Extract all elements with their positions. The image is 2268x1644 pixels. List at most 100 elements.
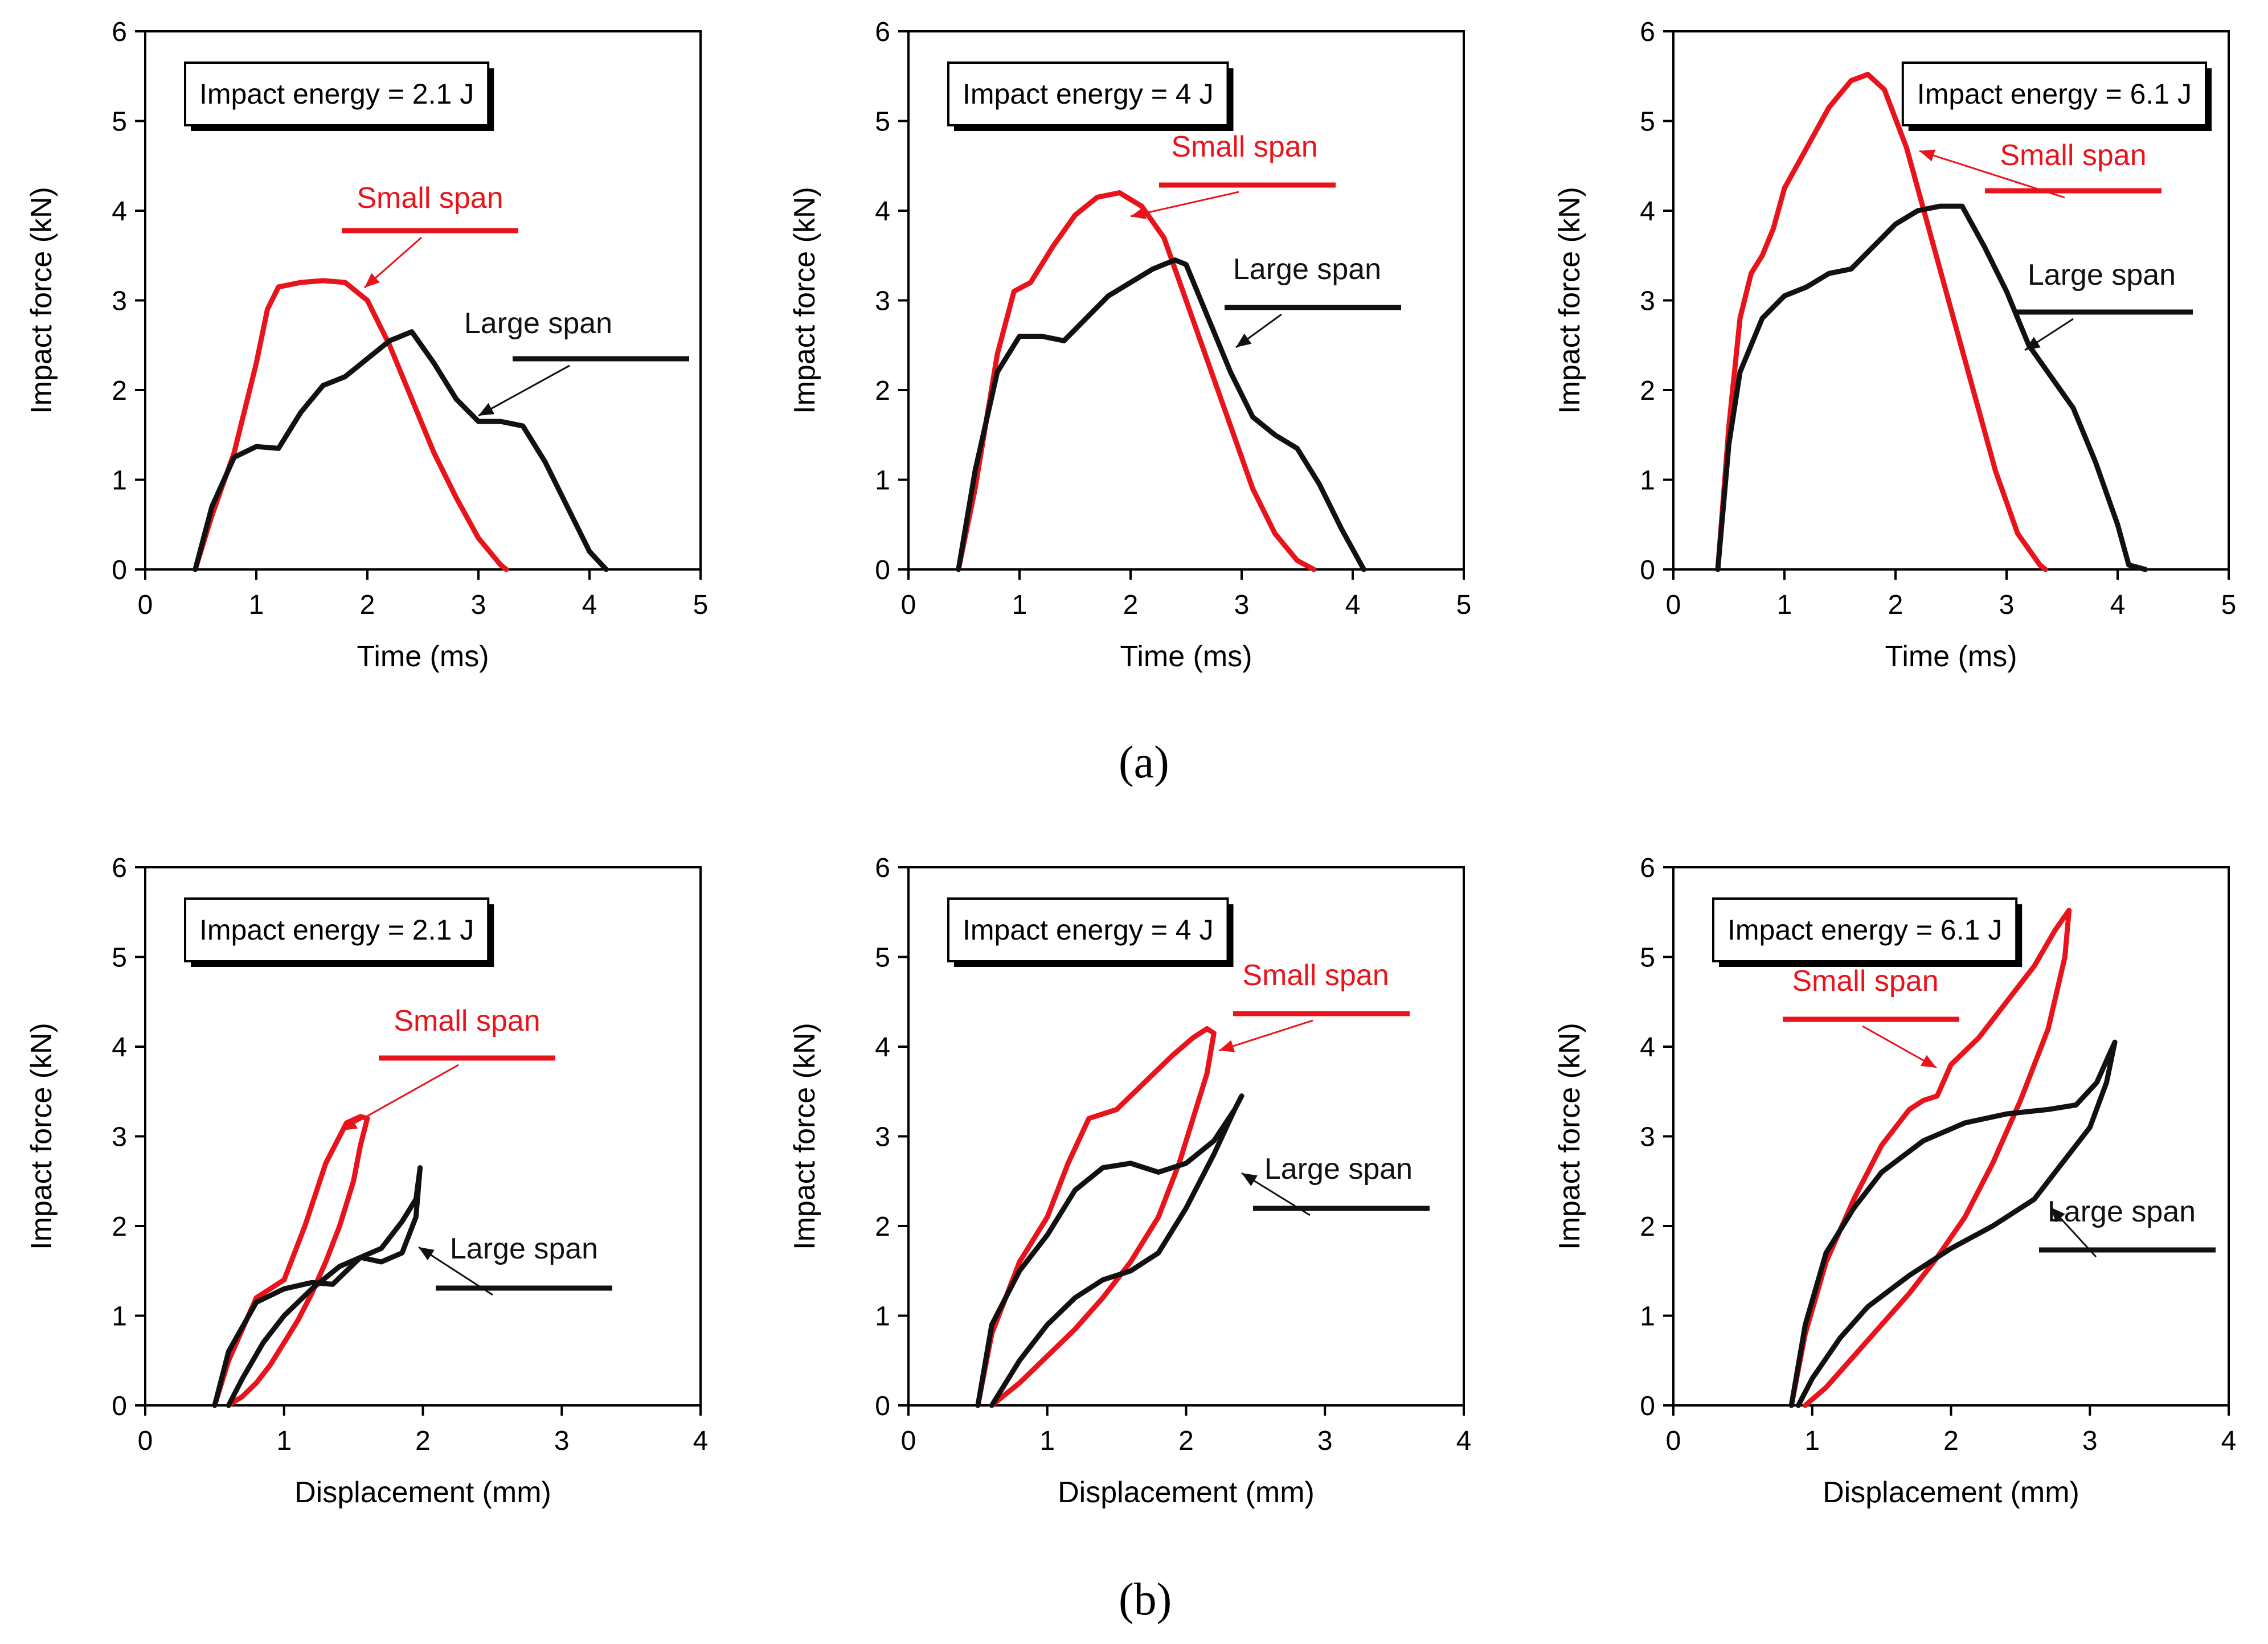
panel-4-small-span-arrow-head	[342, 1117, 358, 1130]
panel-6-energy-label: Impact energy = 6.1 J	[1727, 914, 2002, 946]
panel-4-xtick-label: 3	[554, 1426, 570, 1456]
panel-3-large-span-label: Large span	[2028, 259, 2176, 292]
panel-5-ytick-label: 0	[875, 1391, 890, 1421]
panel-4-ytick-label: 3	[112, 1122, 127, 1153]
panel-2-y-axis-title: Impact force (kN)	[788, 187, 821, 414]
panel-3-large-span-arrow-head	[2025, 337, 2041, 350]
panel-1-energy-box	[184, 62, 490, 126]
panel-1-ytick-label: 0	[112, 555, 127, 585]
panel-1-xtick-label: 0	[138, 590, 153, 620]
panel-3-xtick-label: 1	[1777, 590, 1792, 620]
panel-5-energy-box	[947, 897, 1229, 962]
panel-6-ytick-label: 6	[1640, 853, 1655, 883]
panel-1-xtick-label: 5	[693, 590, 709, 620]
panel-5-ytick-label: 4	[875, 1032, 890, 1063]
panel-5-energy-label: Impact energy = 4 J	[963, 914, 1214, 946]
panel-6-x-axis-title: Displacement (mm)	[1823, 1476, 2079, 1509]
panel-1-ytick-label: 2	[112, 376, 127, 406]
panel-2-xtick-label: 5	[1456, 590, 1472, 620]
panel-2-ytick-label: 5	[875, 107, 890, 137]
panel-1-xtick-label: 3	[471, 590, 486, 620]
panel-5-large-span-label: Large span	[1264, 1153, 1413, 1186]
panel-6-xtick-label: 3	[2082, 1426, 2098, 1456]
panel-1-ytick-label: 1	[112, 466, 127, 496]
panel-6-ytick-label: 2	[1640, 1212, 1655, 1242]
panel-2-ytick-label: 6	[875, 17, 890, 47]
panel-2-small-span-arrow-head	[1131, 207, 1147, 219]
panel-6-large-span-label: Large span	[2048, 1195, 2196, 1228]
panel-6-small-span-label: Small span	[1792, 965, 1938, 998]
panel-5-ytick-label: 3	[875, 1122, 890, 1153]
panel-6: 0 1 2 3 4 5 6 0 1 2 3 4 Displacement (mm) Impact forc…	[1553, 853, 2236, 1509]
panel-6-large-span-arrow-head	[2050, 1207, 2065, 1223]
panel-2-ytick-label: 1	[875, 466, 890, 496]
panel-1-xtick-label: 1	[249, 590, 264, 620]
panel-3-x-axis-title: Time (ms)	[1885, 640, 2017, 673]
panel-2-series-small-span-line	[956, 190, 1317, 572]
panel-3-xtick-label: 0	[1666, 590, 1681, 620]
panel-2-xtick-label: 0	[901, 590, 916, 620]
panel-6-xtick-label: 4	[2221, 1426, 2237, 1456]
panel-6-xtick-label: 2	[1943, 1426, 1959, 1456]
panel-4-large-span-label: Large span	[450, 1232, 598, 1265]
panel-4-energy-box	[184, 897, 490, 962]
panel-2-xtick-label: 3	[1234, 590, 1250, 620]
panel-1-xtick-label: 2	[360, 590, 375, 620]
panel-6-y-axis-title: Impact force (kN)	[1553, 1023, 1586, 1250]
panel-2-xtick-label: 4	[1345, 590, 1361, 620]
panel-3-series-small-span-line	[1715, 72, 2048, 572]
panel-4-x-axis-title: Displacement (mm)	[294, 1476, 551, 1509]
panel-3-small-span-arrow-head	[1919, 149, 1936, 162]
panel-1-small-span-arrow-head	[365, 273, 380, 288]
panel-2-ytick-label: 0	[875, 555, 890, 585]
panel-1: 0 1 2 3 4 5 6 0 1 2 3 4 5 Time (ms) Impact force (kN) I…	[25, 17, 708, 673]
panel-5-xtick-label: 2	[1178, 1426, 1194, 1456]
panel-5-ytick-label: 2	[875, 1212, 890, 1242]
panel-4-energy-label: Impact energy = 2.1 J	[199, 914, 474, 946]
panel-6-energy-box	[1712, 897, 2018, 962]
panel-5-x-axis-title: Displacement (mm)	[1058, 1476, 1315, 1509]
panel-5-ytick-label: 6	[875, 853, 890, 883]
panel-5-large-span-arrow-head	[1242, 1173, 1258, 1186]
panel-6-series-small-span-line	[1788, 908, 2072, 1408]
panel-4-ytick-label: 4	[112, 1032, 127, 1063]
caption-a: (a)	[1119, 737, 1169, 788]
panel-4-series-large-span-line	[212, 1165, 423, 1408]
panel-6-ytick-label: 1	[1640, 1302, 1655, 1332]
panel-4: 0 1 2 3 4 5 6 0 1 2 3 4 Displacement (mm) Impact forc…	[25, 853, 708, 1509]
panel-3-energy-box	[1901, 62, 2207, 126]
panel-1-ytick-label: 6	[112, 17, 127, 47]
panel-1-energy-label: Impact energy = 2.1 J	[199, 78, 474, 110]
panel-6-ytick-label: 3	[1640, 1122, 1655, 1153]
panel-3-ytick-label: 4	[1640, 196, 1655, 227]
panel-3-ytick-label: 6	[1640, 17, 1655, 47]
panel-4-xtick-label: 0	[138, 1426, 153, 1456]
panel-5-y-axis-title: Impact force (kN)	[788, 1023, 821, 1250]
panel-2-energy-label: Impact energy = 4 J	[963, 78, 1214, 110]
panel-1-ytick-label: 3	[112, 286, 127, 317]
panel-3-xtick-label: 5	[2221, 590, 2237, 620]
panel-4-xtick-label: 2	[415, 1426, 431, 1456]
panel-6-xtick-label: 1	[1804, 1426, 1820, 1456]
panel-3-y-axis-title: Impact force (kN)	[1553, 187, 1586, 414]
panel-3-small-span-arrow-line	[1919, 150, 2065, 199]
panel-3-ytick-label: 2	[1640, 376, 1655, 406]
panel-1-x-axis-title: Time (ms)	[357, 640, 489, 673]
panel-1-xtick-label: 4	[582, 590, 597, 620]
panel-4-ytick-label: 2	[112, 1212, 127, 1242]
panel-6-ytick-label: 5	[1640, 943, 1655, 973]
panel-5-ytick-label: 5	[875, 943, 890, 973]
panel-4-small-span-label: Small span	[394, 1005, 540, 1038]
panel-1-ytick-label: 5	[112, 107, 127, 137]
panel-4-large-span-arrow-head	[419, 1247, 435, 1261]
panel-4-ytick-label: 6	[112, 853, 127, 883]
panel-2-x-axis-title: Time (ms)	[1120, 640, 1252, 673]
panel-6-xtick-label: 0	[1666, 1426, 1681, 1456]
panel-5-small-span-arrow-head	[1219, 1040, 1235, 1052]
panel-5-small-span-label: Small span	[1242, 959, 1389, 992]
panel-5-series-small-span-line	[975, 1026, 1217, 1408]
panel-3-ytick-label: 3	[1640, 286, 1655, 317]
panel-3: 0 1 2 3 4 5 6 0 1 2 3 4 5 Time (ms) Impact force (kN) I…	[1553, 17, 2236, 673]
panel-5-xtick-label: 1	[1039, 1426, 1055, 1456]
panel-3-xtick-label: 4	[2110, 590, 2126, 620]
